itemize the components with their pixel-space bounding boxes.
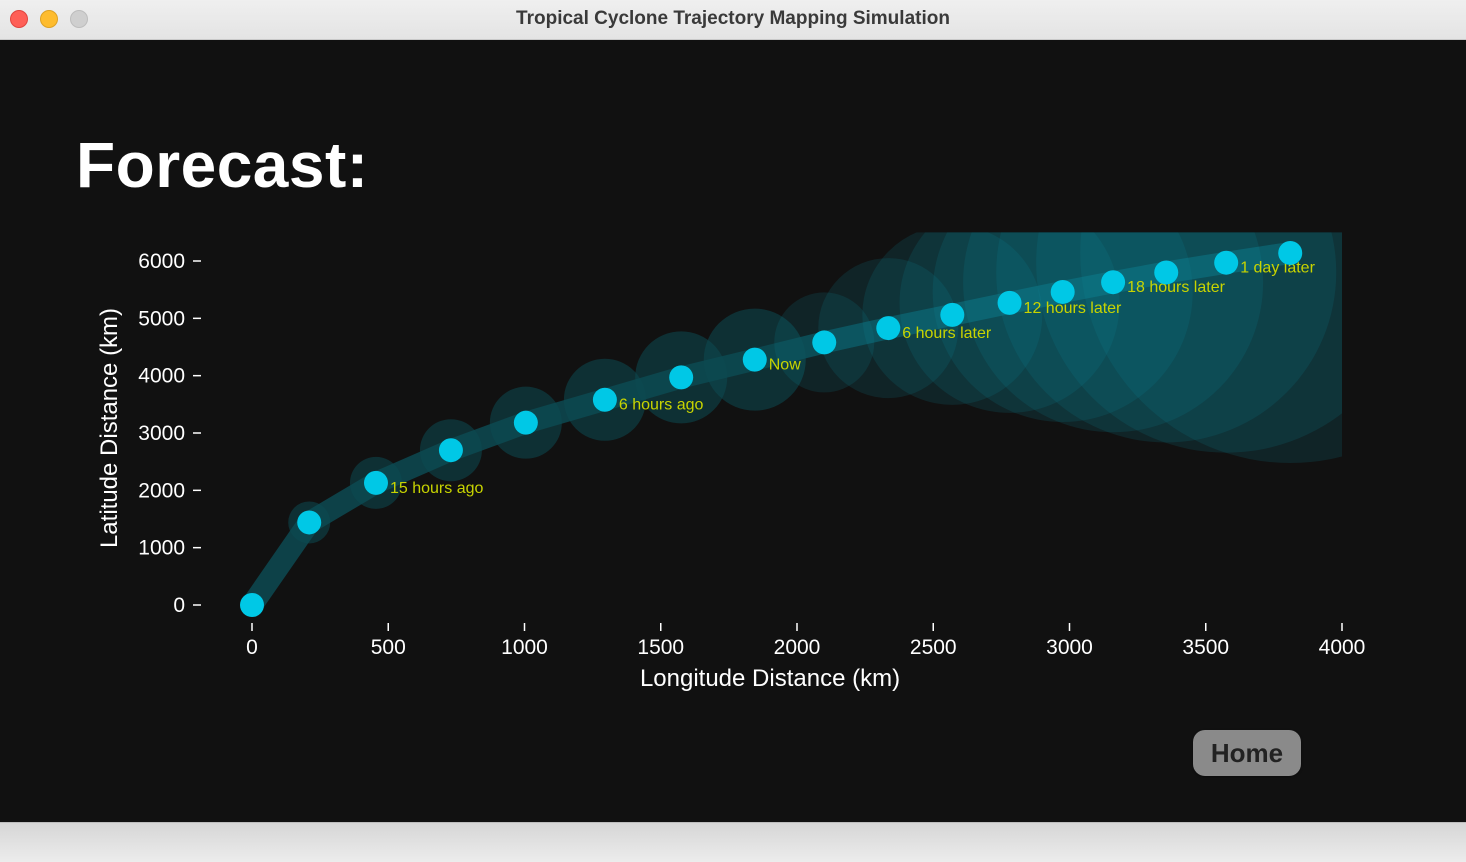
- y-tick-label: 5000: [138, 307, 185, 330]
- y-tick-label: 4000: [138, 365, 185, 388]
- past-point: [240, 593, 264, 617]
- x-tick-label: 1000: [501, 636, 548, 659]
- y-tick-label: 2000: [138, 479, 185, 502]
- x-tick-label: 0: [246, 636, 258, 659]
- x-axis-label: Longitude Distance (km): [640, 665, 900, 692]
- point-label: 18 hours later: [1127, 279, 1226, 296]
- past-point: [438, 438, 463, 463]
- close-window-button[interactable]: [10, 10, 28, 28]
- forecast-point: [997, 290, 1022, 315]
- uncertainty-cone: [774, 232, 1342, 463]
- window-title: Tropical Cyclone Trajectory Mapping Simu…: [516, 8, 950, 29]
- past-point: [297, 510, 322, 535]
- zoom-window-button[interactable]: [70, 10, 88, 28]
- forecast-point: [1214, 250, 1239, 275]
- y-tick-label: 6000: [138, 250, 185, 273]
- x-tick-label: 3000: [1046, 636, 1093, 659]
- forecast-point: [940, 302, 965, 327]
- main-content: Forecast: 0 500 1000 1500 2000 2500 3000 3500 40…: [0, 40, 1466, 822]
- point-label: 1 day later: [1240, 260, 1315, 277]
- x-tick-label: 2000: [774, 636, 821, 659]
- past-point: [513, 410, 538, 435]
- title-bar: Tropical Cyclone Trajectory Mapping Simu…: [0, 0, 1466, 40]
- forecast-point: [1050, 279, 1075, 304]
- home-button[interactable]: Home: [1193, 730, 1301, 776]
- point-label: 6 hours ago: [619, 397, 704, 414]
- point-label: 6 hours later: [902, 325, 992, 342]
- forecast-point: [1154, 260, 1179, 285]
- point-label: 15 hours ago: [390, 480, 484, 497]
- trajectory-chart: 0 500 1000 1500 2000 2500 3000 3500 4000 0 1000 200…: [96, 232, 1366, 692]
- y-axis-label: Latitude Distance (km): [96, 308, 123, 548]
- page-title: Forecast:: [76, 129, 369, 201]
- forecast-uncertainty-circle: [899, 232, 1120, 413]
- past-point: [742, 347, 767, 372]
- point-label: 12 hours later: [1024, 300, 1123, 317]
- past-point: [669, 365, 694, 390]
- x-tick-label: 2500: [910, 636, 957, 659]
- x-tick-label: 4000: [1319, 636, 1366, 659]
- x-tick-label: 1500: [637, 636, 684, 659]
- forecast-uncertainty-circle: [963, 232, 1264, 433]
- x-tick-label: 500: [371, 636, 406, 659]
- forecast-uncertainty-circle: [996, 232, 1337, 443]
- forecast-point: [876, 316, 901, 341]
- forecast-point: [1278, 240, 1303, 265]
- forecast-uncertainty-circle: [932, 232, 1193, 422]
- point-label: Now: [769, 357, 801, 374]
- bottom-bar: [0, 822, 1466, 862]
- y-tick-label: 0: [173, 594, 185, 617]
- y-tick-label: 3000: [138, 422, 185, 445]
- x-tick-label: 3500: [1182, 636, 1229, 659]
- forecast-point: [1101, 270, 1126, 295]
- y-tick-label: 1000: [138, 537, 185, 560]
- minimize-window-button[interactable]: [40, 10, 58, 28]
- forecast-point: [812, 330, 837, 355]
- forecast-uncertainty-circle: [1080, 232, 1342, 463]
- past-point: [363, 470, 388, 495]
- past-point: [592, 387, 617, 412]
